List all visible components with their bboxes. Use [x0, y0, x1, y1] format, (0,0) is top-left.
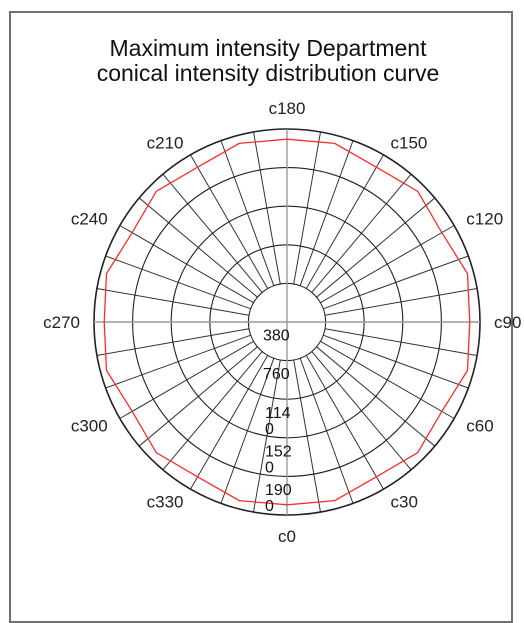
radial-tick-label: 114 — [265, 405, 291, 422]
chart-frame — [9, 11, 513, 623]
angle-label: c330 — [147, 492, 184, 511]
angle-label: c60 — [466, 417, 493, 436]
angle-label: c90 — [494, 313, 521, 332]
radial-tick-label: 0 — [265, 421, 274, 438]
angle-label: c120 — [466, 210, 503, 229]
angle-label: c30 — [391, 492, 418, 511]
angle-label: c150 — [391, 134, 428, 153]
polar-grid — [93, 128, 481, 516]
radial-tick-label: 190 — [265, 482, 292, 499]
angle-label: c210 — [147, 134, 184, 153]
angle-label: c300 — [71, 417, 108, 436]
chart-title-line-1: Maximum intensity Department — [110, 35, 428, 61]
angle-label: c0 — [278, 527, 296, 546]
radial-tick-label: 380 — [263, 328, 290, 345]
chart-title-line-2: conical intensity distribution curve — [97, 60, 440, 86]
radial-tick-label: 0 — [265, 498, 274, 515]
intensity-curve — [103, 138, 471, 506]
angle-label: c270 — [43, 313, 80, 332]
angle-label: c240 — [71, 210, 108, 229]
radial-tick-label: 152 — [265, 443, 292, 460]
angle-labels: c180 c150 c120 c90 c60 c30 c0 c330 c300 c270 c240 c… — [43, 99, 521, 546]
radial-tick-label: 0 — [265, 459, 274, 476]
angle-label: c180 — [269, 99, 306, 118]
intensity-curves — [103, 138, 471, 506]
radial-tick-label: 760 — [263, 366, 290, 383]
